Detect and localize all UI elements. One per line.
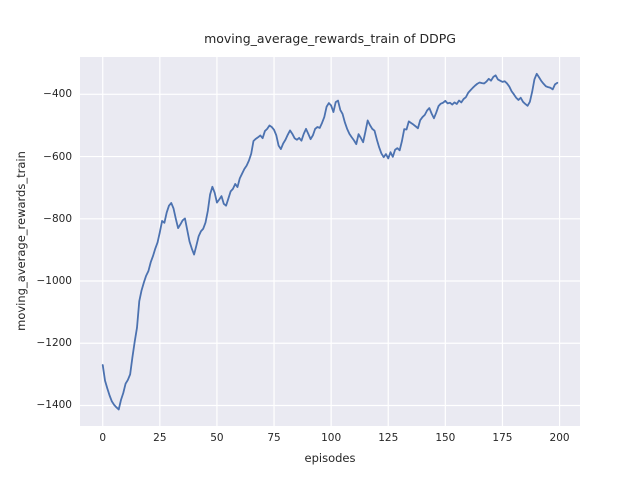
reward-line <box>101 72 559 411</box>
x-tick-label: 175 <box>492 432 513 444</box>
y-axis-label: moving_average_rewards_train <box>14 151 28 331</box>
x-tick-label: 150 <box>435 432 456 444</box>
x-tick-label: 50 <box>210 432 224 444</box>
x-tick-label: 200 <box>549 432 570 444</box>
y-tick-label: −400 <box>43 88 72 101</box>
axes-panel <box>80 57 580 426</box>
y-tick-label: −1000 <box>36 275 72 287</box>
chart-title: moving_average_rewards_train of DDPG <box>204 31 456 46</box>
x-axis-label: episodes <box>304 451 356 465</box>
x-tick-label: 100 <box>321 432 342 444</box>
y-tick-label: −1200 <box>36 337 72 350</box>
x-tick-label: 0 <box>99 432 107 444</box>
x-tick-label: 25 <box>153 432 167 444</box>
y-tick-label: −1400 <box>36 399 72 412</box>
x-tick-label: 125 <box>378 432 399 444</box>
y-tick-label: −800 <box>43 212 72 225</box>
x-tick-label: 75 <box>267 432 281 444</box>
y-tick-label: −600 <box>43 150 72 163</box>
